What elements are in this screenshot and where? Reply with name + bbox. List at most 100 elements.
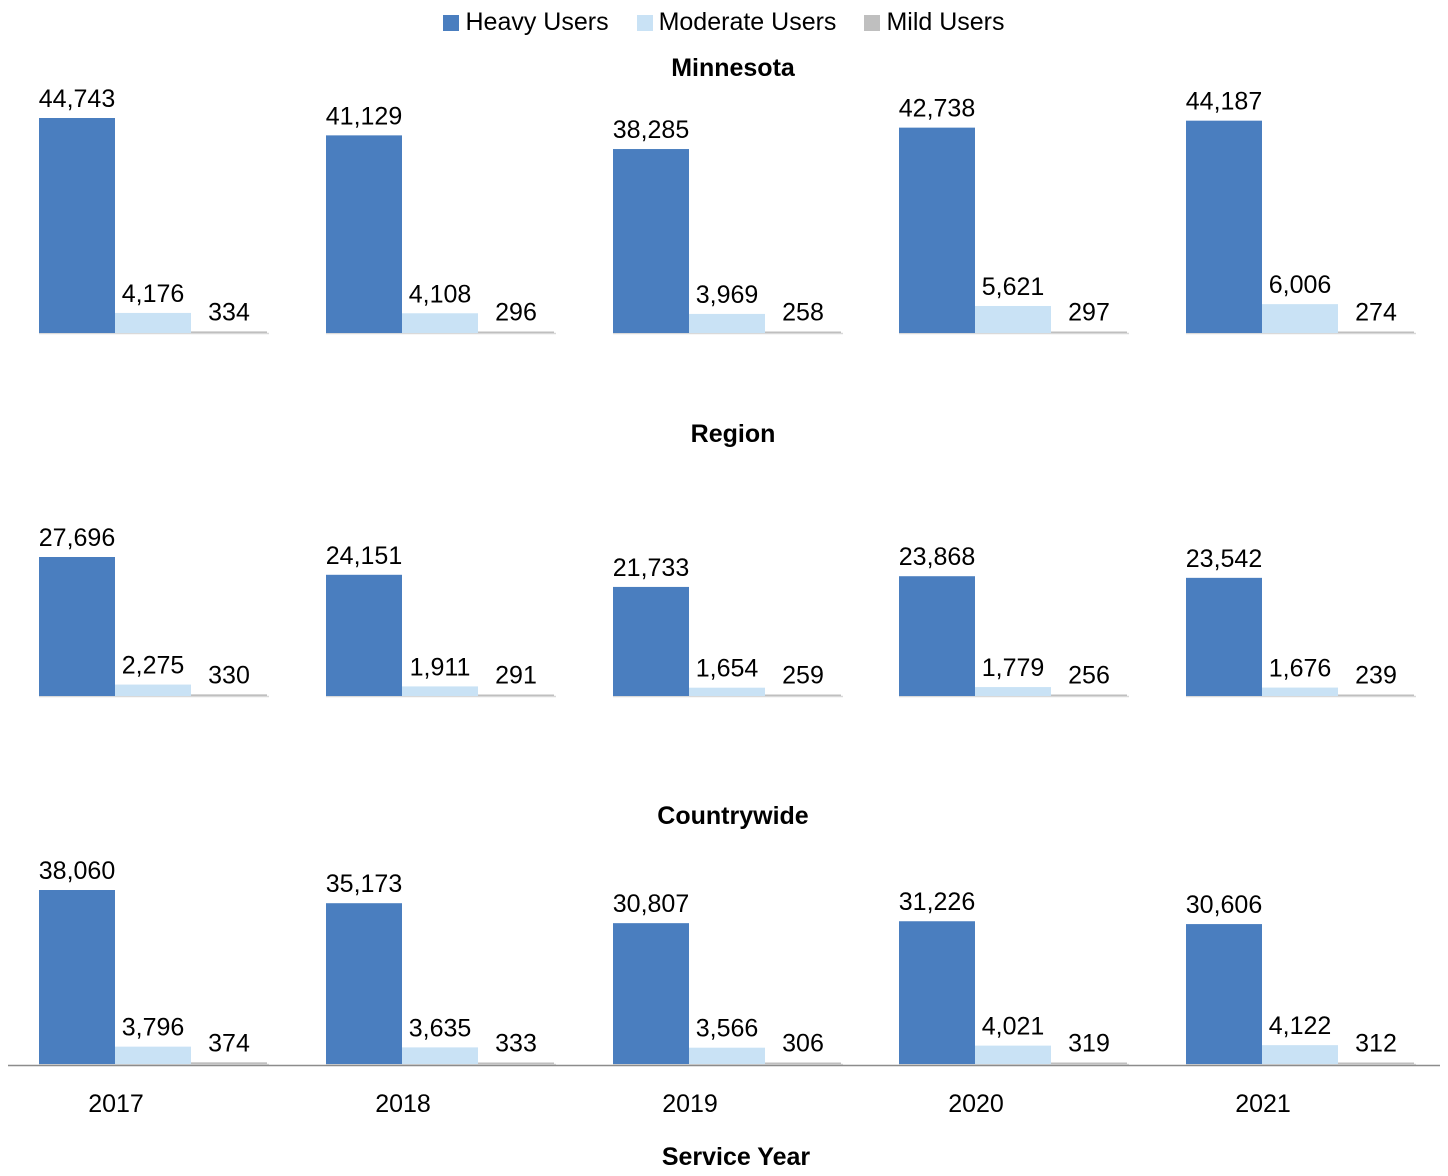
bar	[899, 127, 975, 334]
bar	[1186, 577, 1262, 696]
data-label: 291	[495, 662, 537, 690]
x-tick-label: 2020	[948, 1090, 1004, 1118]
bar	[1262, 1045, 1338, 1064]
bar	[191, 1062, 267, 1064]
data-label: 3,635	[409, 1014, 472, 1042]
data-label: 330	[208, 661, 250, 689]
data-label: 44,187	[1186, 88, 1262, 116]
bar	[478, 1062, 554, 1064]
data-label: 3,796	[122, 1014, 185, 1042]
data-label: 333	[495, 1029, 537, 1057]
data-label: 4,108	[409, 280, 472, 308]
data-label: 312	[1355, 1030, 1397, 1058]
data-label: 30,606	[1186, 891, 1262, 919]
data-label: 2,275	[122, 652, 185, 680]
bar	[39, 890, 115, 1064]
data-label: 42,738	[899, 95, 975, 123]
legend-item-heavy: Heavy Users	[443, 8, 609, 37]
data-label: 297	[1068, 299, 1110, 327]
bar	[899, 576, 975, 696]
data-label: 23,542	[1186, 545, 1262, 573]
bar	[613, 923, 689, 1064]
bar	[899, 921, 975, 1064]
x-axis-title: Service Year	[662, 1143, 811, 1171]
bar	[689, 313, 765, 333]
bar	[975, 305, 1051, 333]
bar	[478, 331, 554, 333]
bar	[975, 687, 1051, 696]
data-label: 21,733	[613, 554, 689, 582]
legend-item-moderate: Moderate Users	[636, 8, 836, 37]
data-label: 35,173	[326, 870, 402, 898]
data-label: 23,868	[899, 543, 975, 571]
bar	[115, 312, 191, 333]
data-label: 4,122	[1269, 1012, 1332, 1040]
bar	[1186, 120, 1262, 334]
bar	[478, 694, 554, 696]
legend-swatch-moderate	[636, 14, 653, 31]
data-label: 1,779	[982, 654, 1045, 682]
legend: Heavy Users Moderate Users Mild Users	[0, 8, 1448, 37]
data-label: 4,176	[122, 280, 185, 308]
data-label: 5,621	[982, 273, 1045, 301]
data-label: 27,696	[39, 524, 115, 552]
data-label: 306	[782, 1030, 824, 1058]
data-label: 24,151	[326, 542, 402, 570]
bar	[689, 687, 765, 696]
data-label: 30,807	[613, 890, 689, 918]
panel-title: Region	[691, 420, 776, 448]
bar	[1338, 694, 1414, 696]
bar	[39, 557, 115, 696]
data-label: 274	[1355, 299, 1397, 327]
data-label: 1,676	[1269, 655, 1332, 683]
bar	[1338, 1062, 1414, 1064]
data-label: 3,566	[696, 1015, 759, 1043]
bar	[765, 1062, 841, 1064]
data-label: 258	[782, 299, 824, 327]
data-label: 3,969	[696, 281, 759, 309]
panel-title: Countrywide	[657, 802, 808, 830]
data-label: 259	[782, 662, 824, 690]
data-label: 6,006	[1269, 271, 1332, 299]
bar	[1051, 694, 1127, 696]
bar	[326, 135, 402, 333]
bar	[191, 694, 267, 696]
bar	[402, 313, 478, 333]
bar	[613, 149, 689, 333]
bar	[326, 574, 402, 696]
legend-swatch-heavy	[443, 14, 460, 31]
bar	[1051, 1062, 1127, 1064]
data-label: 4,021	[982, 1013, 1045, 1041]
data-label: 374	[208, 1029, 250, 1057]
bar	[1186, 924, 1262, 1064]
bar	[39, 118, 115, 333]
x-tick-label: 2019	[662, 1090, 718, 1118]
data-label: 319	[1068, 1030, 1110, 1058]
data-label: 31,226	[899, 888, 975, 916]
data-label: 239	[1355, 662, 1397, 690]
bar	[613, 586, 689, 696]
x-tick-label: 2018	[375, 1090, 431, 1118]
bar	[326, 903, 402, 1064]
data-label: 296	[495, 299, 537, 327]
bar	[115, 1046, 191, 1064]
legend-swatch-mild	[864, 14, 881, 31]
panel-title: Minnesota	[671, 54, 796, 82]
data-label: 44,743	[39, 85, 115, 113]
data-label: 1,911	[410, 653, 471, 681]
bar	[1262, 304, 1338, 333]
data-label: 334	[208, 298, 250, 326]
x-tick-label: 2021	[1235, 1090, 1291, 1118]
bar	[115, 684, 191, 696]
bar	[1051, 331, 1127, 333]
bar	[689, 1047, 765, 1064]
legend-item-mild: Mild Users	[864, 8, 1005, 37]
legend-label-heavy: Heavy Users	[465, 8, 609, 36]
bar	[765, 331, 841, 333]
bar	[975, 1045, 1051, 1064]
bar	[191, 331, 267, 333]
data-label: 41,129	[326, 102, 402, 130]
data-label: 38,060	[39, 857, 115, 885]
bar	[1338, 331, 1414, 333]
